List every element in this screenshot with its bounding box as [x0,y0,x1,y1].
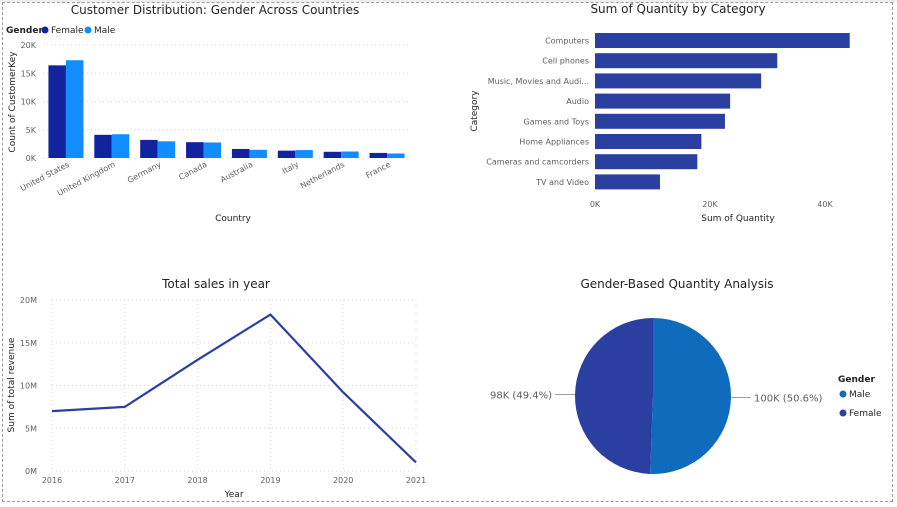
chart3-x-tick-2016: 2016 [42,476,62,485]
chart3-y-tick: 5M [25,424,37,433]
chart4-label-male: 100K (50.6%) [754,393,822,404]
chart2-bar-audio[interactable] [595,93,731,109]
chart3-x-tick-2021: 2021 [406,476,426,485]
chart1-bar-australia-female[interactable] [231,148,250,158]
chart2-y-tick-audio: Audio [566,97,589,106]
chart4-slice-male[interactable] [650,318,731,474]
chart1-y-tick: 20K [21,41,37,50]
chart3-y-tick: 10M [20,382,37,391]
chart1-legend-title: Gender [6,26,43,36]
chart4-legend-marker-male [839,390,847,398]
chart2-y-tick-computers: Computers [545,37,589,46]
chart1-title: Customer Distribution: Gender Across Cou… [71,3,359,17]
chart1-y-tick: 0K [26,154,37,163]
top-border [0,0,897,2]
chart2-x-tick: 40K [817,200,833,209]
chart3-x-tick-2017: 2017 [115,476,135,485]
chart2-y-tick-music-movies-and-audi: Music, Movies and Audi... [488,77,589,86]
chart1-legend-marker-male [84,26,92,34]
chart1-bar-germany-female[interactable] [140,139,158,158]
chart2-bar-music-movies-and-audi[interactable] [595,73,762,89]
chart4-title: Gender-Based Quantity Analysis [580,277,773,291]
chart1-bar-united-kingdom-female[interactable] [94,134,112,158]
chart1-bar-united-states-female[interactable] [48,65,66,158]
chart1-legend-female[interactable]: Female [51,26,84,36]
chart1-bar-united-kingdom-male[interactable] [111,134,130,158]
chart4-legend-title: Gender [838,375,875,385]
chart2-x-tick: 0K [590,200,601,209]
chart3-x-tick-2018: 2018 [187,476,207,485]
chart3-sales-line[interactable] [51,313,417,464]
chart1-bar-canada-male[interactable] [203,142,222,158]
chart2-y-tick-cameras-and-camcorders: Cameras and camcorders [486,158,589,167]
chart2-bar-tv-and-video[interactable] [595,174,660,190]
chart4-legend-male[interactable]: Male [849,390,871,400]
chart1-x-axis-label: Country [215,214,251,224]
chart2-bar-cell-phones[interactable] [595,53,778,69]
chart1-bar-italy-male[interactable] [295,150,313,158]
chart2-bar-cameras-and-camcorders[interactable] [595,154,698,170]
chart1-bar-netherlands-male[interactable] [341,151,359,158]
chart1-bar-australia-male[interactable] [249,149,267,158]
chart2-y-tick-tv-and-video: TV and Video [535,178,589,187]
chart1-legend-male[interactable]: Male [94,26,116,36]
chart2-y-tick-home-appliances: Home Appliances [519,138,589,147]
chart1-bar-germany-male[interactable] [157,141,176,158]
chart2-bar-computers[interactable] [595,33,850,48]
chart4-legend-marker-female [839,409,847,417]
report-canvas [2,2,893,502]
chart3-x-tick-2020: 2020 [333,476,353,485]
chart2-bar-games-and-toys[interactable] [595,113,725,129]
chart2-y-tick-cell-phones: Cell phones [542,57,589,66]
chart1-y-axis-label: Count of CustomerKey [8,51,18,153]
chart4-label-female: 98K (49.4%) [490,391,552,402]
chart3-title: Total sales in year [161,277,270,291]
chart1-bar-canada-female[interactable] [186,142,204,158]
chart3-x-tick-2019: 2019 [260,476,280,485]
chart4-slice-female[interactable] [574,318,653,474]
chart2-x-axis-label: Sum of Quantity [701,214,775,224]
chart3-y-axis-label: Sum of total revenue [7,337,17,432]
chart3-x-axis-label: Year [223,490,243,500]
chart2-x-tick: 20K [702,200,718,209]
chart1-y-tick: 10K [21,98,37,107]
chart1-bar-united-states-male[interactable] [65,60,84,158]
chart2-y-tick-games-and-toys: Games and Toys [524,117,589,126]
chart1-y-tick: 15K [21,69,37,78]
chart3-y-tick: 15M [20,339,37,348]
chart3-y-tick: 20M [20,296,37,305]
chart1-bar-france-male[interactable] [387,153,405,158]
chart1-bar-netherlands-female[interactable] [323,151,342,158]
chart2-title: Sum of Quantity by Category [590,2,765,16]
chart1-bar-italy-female[interactable] [277,150,296,158]
chart2-y-axis-label: Category [470,90,480,132]
chart3-y-tick: 0M [25,467,37,476]
chart2-bar-home-appliances[interactable] [595,134,702,149]
chart1-legend-marker-female [41,26,49,34]
chart1-y-tick: 5K [26,126,37,135]
chart1-bar-france-female[interactable] [369,152,388,158]
chart4-legend-female[interactable]: Female [849,409,882,419]
